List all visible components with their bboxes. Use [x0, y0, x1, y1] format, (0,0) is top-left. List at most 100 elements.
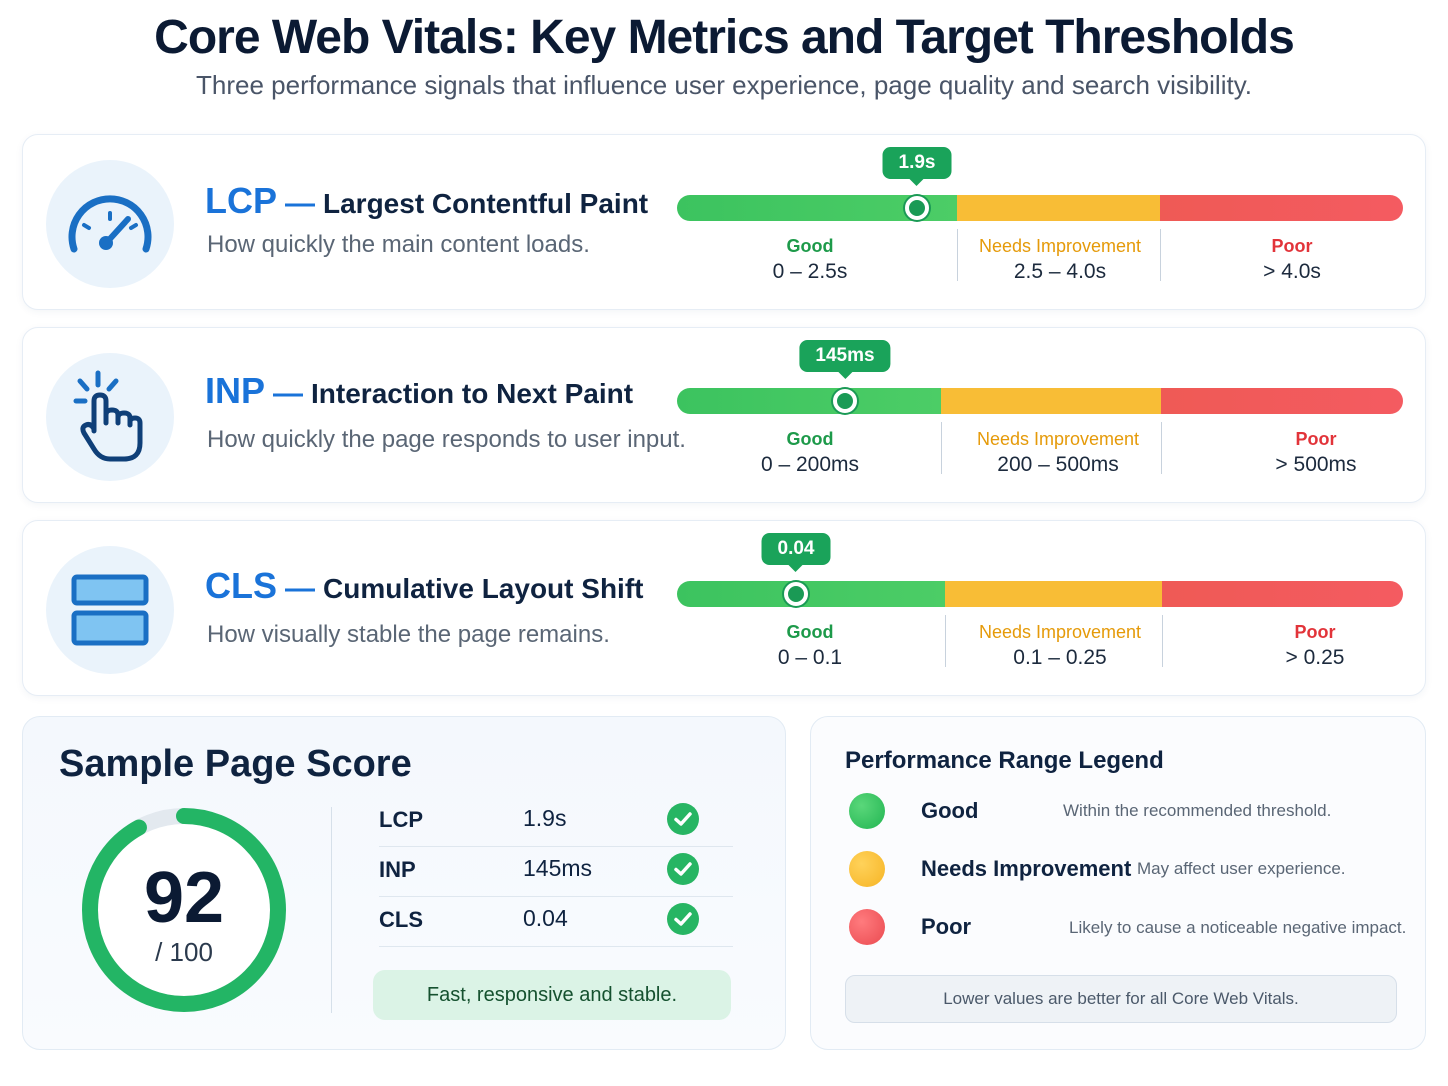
- legend-card: Performance Range Legend Good Within the…: [810, 716, 1426, 1050]
- range-value: 0 – 2.5s: [772, 260, 848, 283]
- threshold-bar: 0.04: [677, 533, 1403, 609]
- range-label: Good: [786, 429, 834, 449]
- range-value: 0 – 200ms: [760, 453, 860, 476]
- metric-name: Largest Contentful Paint: [323, 188, 649, 219]
- range-good: Good 0 – 200ms: [717, 426, 903, 478]
- legend-label: Good: [921, 798, 979, 823]
- range-label: Poor: [1295, 429, 1337, 449]
- score-metric: LCP: [379, 807, 423, 832]
- range-needs-improvement: Needs Improvement 2.5 – 4.0s: [973, 233, 1147, 285]
- metric-card-lcp: LCP — Largest Contentful Paint How quickly…: [22, 134, 1426, 310]
- range-divider: [945, 615, 946, 667]
- score-row-cls: CLS 0.04: [379, 897, 733, 947]
- legend-description: Within the recommended threshold.: [1063, 801, 1332, 820]
- range-poor: Poor > 500ms: [1217, 426, 1415, 478]
- metric-dash: —: [285, 187, 315, 220]
- score-metric: INP: [379, 857, 416, 882]
- value-marker: [784, 582, 808, 606]
- score-row-lcp: LCP 1.9s: [379, 797, 733, 847]
- check-icon: [667, 853, 699, 885]
- page-title: Core Web Vitals: Key Metrics and Target …: [154, 11, 1295, 64]
- check-icon: [667, 903, 699, 935]
- needs-improvement-segment: [945, 581, 1162, 607]
- good-segment: [677, 581, 945, 607]
- range-good: Good 0 – 0.1: [717, 619, 903, 671]
- metric-name: Cumulative Layout Shift: [323, 573, 644, 604]
- range-good: Good 0 – 2.5s: [717, 233, 903, 285]
- value-bubble: 145ms: [799, 340, 891, 379]
- poor-segment: [1162, 581, 1403, 607]
- range-poor: Poor > 0.25: [1217, 619, 1413, 671]
- score-gauge: 92 / 100: [77, 803, 291, 1017]
- score-row-inp: INP 145ms: [379, 847, 733, 897]
- page-subtitle: Three performance signals that influence…: [196, 70, 1252, 100]
- range-divider: [941, 422, 942, 474]
- legend-description: Likely to cause a noticeable negative im…: [1069, 918, 1407, 937]
- range-labels: Good 0 – 0.1 Needs Improvement 0.1 – 0.2…: [677, 615, 1403, 675]
- range-value: 200 – 500ms: [997, 453, 1119, 476]
- range-value: 2.5 – 4.0s: [1013, 260, 1107, 283]
- score-metric-value: 145ms: [523, 855, 593, 881]
- threshold-bar: 1.9s: [677, 147, 1403, 223]
- range-label: Good: [786, 236, 834, 256]
- good-segment: [677, 388, 941, 414]
- range-divider: [957, 229, 958, 281]
- range-value: > 500ms: [1275, 453, 1357, 476]
- score-metric-value: 0.04: [523, 905, 568, 931]
- score-value: 92: [143, 858, 225, 938]
- metric-card-inp: INP — Interaction to Next Paint How quickl…: [22, 327, 1426, 503]
- range-label: Good: [786, 622, 834, 642]
- range-value: > 4.0s: [1263, 260, 1321, 283]
- range-labels: Good 0 – 200ms Needs Improvement 200 – 5…: [677, 422, 1403, 482]
- poor-dot-icon: [849, 909, 885, 945]
- range-label: Needs Improvement: [976, 429, 1140, 449]
- metric-abbr: INP: [205, 370, 266, 411]
- value-bubble: 1.9s: [882, 147, 952, 186]
- value-marker: [905, 196, 929, 220]
- range-label: Poor: [1294, 622, 1336, 642]
- needs-improvement-segment: [941, 388, 1161, 414]
- legend-label: Poor: [921, 914, 972, 939]
- range-poor: Poor > 4.0s: [1217, 233, 1367, 285]
- metric-card-cls: CLS — Cumulative Layout Shift How visually…: [22, 520, 1426, 696]
- range-divider: [1160, 229, 1161, 281]
- layout-blocks-icon: [46, 546, 174, 674]
- score-metric: CLS: [379, 907, 423, 932]
- score-denominator: / 100: [155, 937, 213, 967]
- score-ring: [82, 808, 286, 1012]
- value-marker: [833, 389, 857, 413]
- metric-abbr: CLS: [205, 565, 277, 606]
- range-needs-improvement: Needs Improvement 200 – 500ms: [963, 426, 1153, 478]
- range-needs-improvement: Needs Improvement 0.1 – 0.25: [965, 619, 1155, 671]
- legend-description: May affect user experience.: [1137, 859, 1346, 878]
- range-label: Needs Improvement: [978, 236, 1142, 256]
- legend-label: Needs Improvement: [921, 856, 1132, 881]
- metric-description: How quickly the main content loads.: [207, 231, 590, 258]
- pointer-tap-icon: [46, 353, 174, 481]
- needs-improvement-segment: [957, 195, 1160, 221]
- score-card: Sample Page Score 92 / 100 LCP 1.9s INP …: [22, 716, 786, 1050]
- metric-description: How visually stable the page remains.: [207, 621, 610, 648]
- metric-description: How quickly the page responds to user in…: [207, 426, 686, 453]
- metric-dash: —: [273, 377, 304, 410]
- range-value: 0.1 – 0.25: [1013, 646, 1107, 669]
- range-divider: [1161, 422, 1162, 474]
- good-dot-icon: [849, 793, 885, 829]
- needs-improvement-dot-icon: [849, 851, 885, 887]
- range-value: 0 – 0.1: [777, 646, 843, 669]
- speedometer-icon: [46, 160, 174, 288]
- score-divider: [331, 807, 332, 1013]
- range-label: Poor: [1271, 236, 1313, 256]
- range-labels: Good 0 – 2.5s Needs Improvement 2.5 – 4.…: [677, 229, 1403, 289]
- threshold-bar: 145ms: [677, 340, 1403, 416]
- range-divider: [1162, 615, 1163, 667]
- range-label: Needs Improvement: [978, 622, 1142, 642]
- check-icon: [667, 803, 699, 835]
- poor-segment: [1161, 388, 1403, 414]
- legend-title: Performance Range Legend: [845, 747, 1164, 774]
- range-value: > 0.25: [1285, 646, 1345, 669]
- score-summary: Fast, responsive and stable.: [373, 970, 731, 1020]
- score-title: Sample Page Score: [59, 743, 412, 785]
- metric-dash: —: [285, 572, 315, 605]
- metric-name: Interaction to Next Paint: [311, 378, 634, 409]
